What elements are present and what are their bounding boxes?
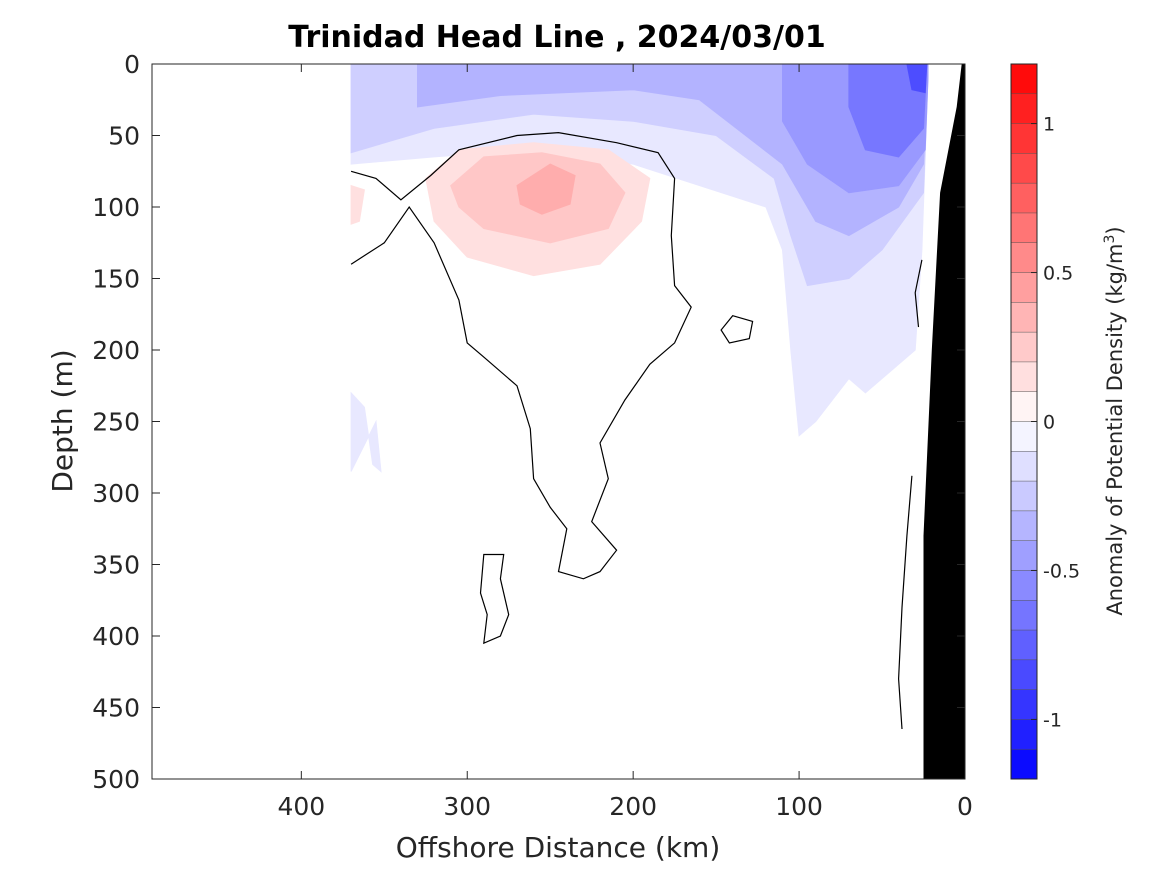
colorbar-segment (1011, 421, 1037, 452)
colorbar-label-close: ) (1103, 226, 1127, 234)
colorbar-tick-label: 0.5 (1043, 263, 1073, 285)
colorbar-segment (1011, 242, 1037, 274)
x-tick-label: 100 (775, 792, 823, 821)
zero-contour-line-2 (479, 553, 510, 645)
plot-area (151, 63, 966, 780)
y-tick-label: 100 (92, 193, 140, 222)
colorbar-segment (1011, 212, 1037, 244)
colorbar-tick-label: -0.5 (1043, 560, 1080, 582)
colorbar-segment (1011, 153, 1037, 184)
colorbar-segment (1011, 630, 1037, 661)
axis-ticks: 0 50 100 150 200 250 300 350 400 450 500 400 300 200 1… (92, 50, 973, 821)
chart-title: Trinidad Head Line , 2024/03/01 (288, 20, 825, 55)
zero-contour-line-4 (897, 475, 913, 730)
colorbar-label-main: Anomaly of Potential Density (kg/m (1103, 244, 1127, 616)
anomaly-region-9 (350, 184, 365, 225)
y-axis-label: Depth (m) (46, 349, 79, 492)
colorbar-label: Anomaly of Potential Density (kg/m3) (1102, 226, 1127, 615)
colorbar-segment (1011, 659, 1037, 691)
colorbar-segment (1011, 600, 1037, 631)
x-tick-label: 300 (443, 792, 491, 821)
colorbar-segment (1011, 719, 1037, 750)
anomaly-region-8 (516, 163, 576, 215)
colorbar-segment (1011, 302, 1037, 333)
x-tick-label: 200 (609, 792, 657, 821)
x-tick-label: 0 (957, 792, 973, 821)
colorbar-segment (1011, 570, 1037, 601)
colorbar-segment (1011, 391, 1037, 422)
zero-contour-line-0 (350, 131, 692, 580)
colorbar-segment (1011, 451, 1037, 482)
y-tick-label: 250 (92, 408, 140, 437)
anomaly-region-10 (350, 391, 382, 473)
y-tick-label: 0 (124, 50, 140, 79)
y-tick-label: 150 (92, 265, 140, 294)
x-tick-label: 400 (277, 792, 325, 821)
colorbar-label-sup: 3 (1102, 235, 1118, 244)
zero-contour-line-3 (914, 259, 923, 328)
anomaly-region-4 (848, 64, 928, 158)
colorbar: 1 0.5 0 -0.5 -1 (1010, 63, 1080, 780)
y-tick-label: 200 (92, 336, 140, 365)
colorbar-segment (1011, 123, 1037, 154)
colorbar-segment (1011, 749, 1037, 780)
colorbar-segment (1011, 272, 1037, 303)
y-tick-label: 50 (108, 122, 140, 151)
y-tick-label: 300 (92, 479, 140, 508)
anomaly-region-5 (906, 64, 928, 94)
colorbar-segment (1011, 93, 1037, 125)
colorbar-tick-label: 1 (1043, 114, 1055, 136)
colorbar-segment (1011, 510, 1037, 542)
y-tick-label: 350 (92, 551, 140, 580)
colorbar-segment (1011, 64, 1037, 95)
colorbar-segment (1011, 183, 1037, 214)
x-axis-label: Offshore Distance (km) (396, 831, 721, 864)
colorbar-segment (1011, 540, 1037, 571)
bathymetry (923, 64, 965, 779)
colorbar-segment (1011, 332, 1037, 363)
colorbar-segment (1011, 361, 1037, 393)
colorbar-segment (1011, 481, 1037, 512)
colorbar-tick-label: -1 (1043, 709, 1062, 731)
colorbar-tick-label: 0 (1043, 412, 1055, 434)
y-tick-label: 500 (92, 765, 140, 794)
y-tick-label: 400 (92, 622, 140, 651)
y-tick-label: 450 (92, 694, 140, 723)
zero-contour-line-1 (720, 315, 754, 344)
colorbar-segment (1011, 689, 1037, 720)
